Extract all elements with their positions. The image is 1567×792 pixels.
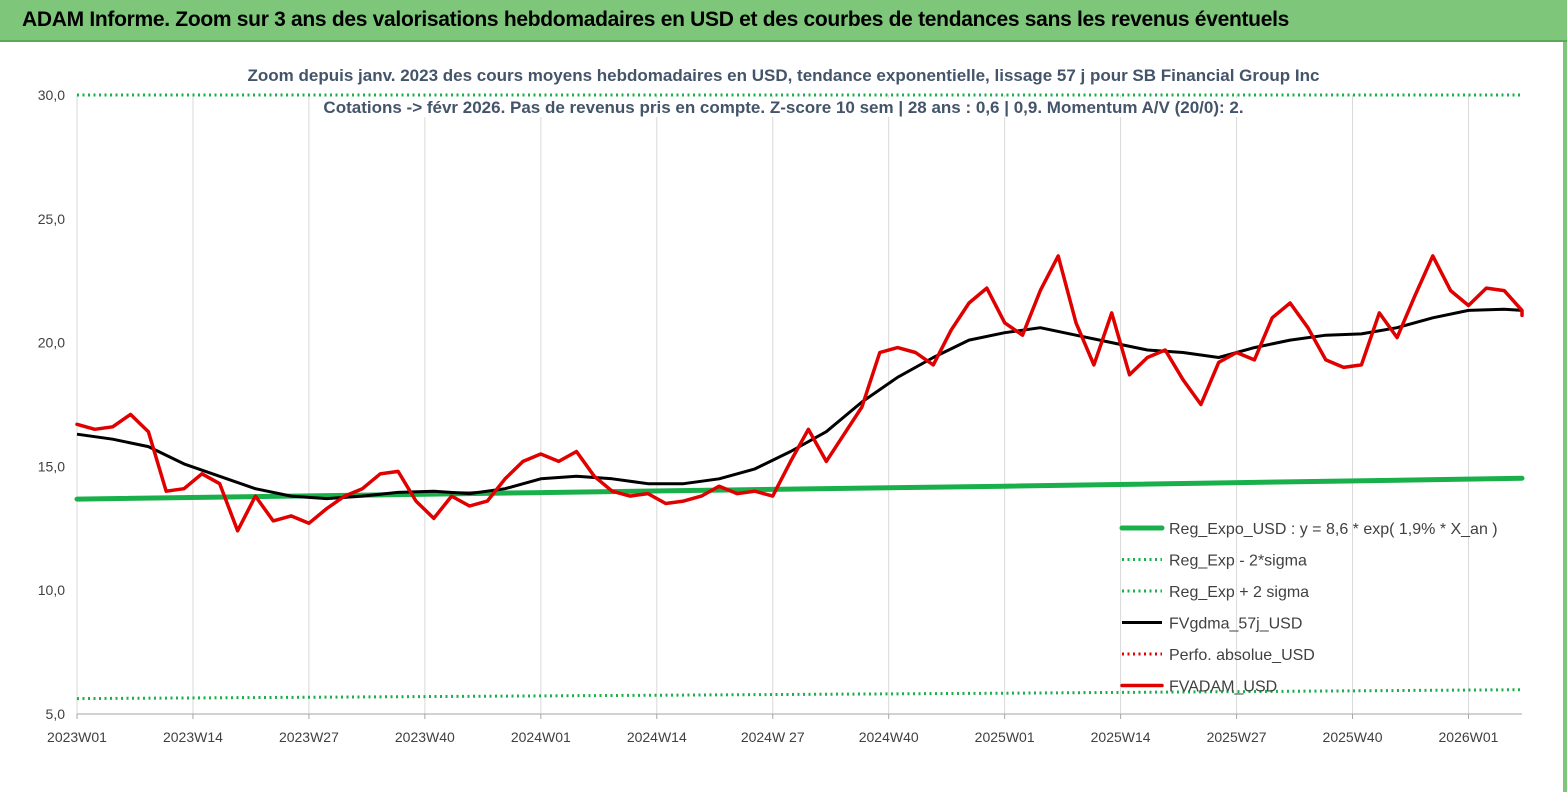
chart-grid (76, 95, 1469, 714)
chart-legend: Reg_Expo_USD : y = 8,6 * exp( 1,9% * X_a… (1119, 521, 1498, 696)
chart-series (74, 93, 1525, 701)
legend-label: Reg_Exp + 2 sigma (1169, 584, 1309, 601)
y-tick-label: 5,0 (46, 706, 66, 722)
x-tick-label: 2024W01 (511, 729, 571, 745)
frame-edge (1563, 42, 1567, 792)
chart-area: 2023W01 2023W14 2023W27 2023W40 2024W01 2024W… (0, 42, 1567, 792)
fvadam-line (75, 254, 1524, 533)
x-tick-label: 2026W01 (1439, 729, 1499, 745)
chart-axes: 2023W01 2023W14 2023W27 2023W40 2024W01 2024W… (38, 87, 1522, 745)
x-tick-label: 2023W40 (395, 729, 455, 745)
y-tick-label: 15,0 (38, 458, 65, 474)
line-chart: 2023W01 2023W14 2023W27 2023W40 2024W01 2024W… (38, 87, 1525, 745)
legend-label: Perfo. absolue_USD (1169, 647, 1315, 664)
report-banner: ADAM Informe. Zoom sur 3 ans des valoris… (0, 0, 1567, 42)
y-tick-label: 10,0 (38, 582, 65, 598)
y-tick-label: 25,0 (38, 211, 65, 227)
x-tick-label: 2024W40 (859, 729, 919, 745)
y-tick-label: 20,0 (38, 335, 65, 351)
x-tick-label: 2025W14 (1091, 729, 1151, 745)
x-tick-label: 2025W40 (1323, 729, 1383, 745)
fvgdma-line (76, 307, 1523, 501)
x-tick-label: 2025W27 (1207, 729, 1267, 745)
legend-label: FVgdma_57j_USD (1169, 616, 1302, 633)
chart-subtitle: Cotations -> févr 2026. Pas de revenus p… (0, 98, 1567, 118)
legend-label: Reg_Expo_USD : y = 8,6 * exp( 1,9% * X_a… (1169, 521, 1498, 538)
x-tick-label: 2024W 27 (741, 729, 805, 745)
legend-label: Reg_Exp - 2*sigma (1169, 553, 1307, 570)
y-tick-label: 30,0 (38, 87, 65, 103)
x-tick-label: 2023W01 (47, 729, 107, 745)
x-tick-label: 2024W14 (627, 729, 687, 745)
legend-label: FVADAM_USD (1169, 679, 1277, 696)
reg-minus-2sigma-line (76, 688, 1523, 701)
x-tick-label: 2025W01 (975, 729, 1035, 745)
report-title: ADAM Informe. Zoom sur 3 ans des valoris… (22, 8, 1289, 31)
x-tick-label: 2023W14 (163, 729, 223, 745)
x-tick-label: 2023W27 (279, 729, 339, 745)
chart-title: Zoom depuis janv. 2023 des cours moyens … (0, 66, 1567, 86)
